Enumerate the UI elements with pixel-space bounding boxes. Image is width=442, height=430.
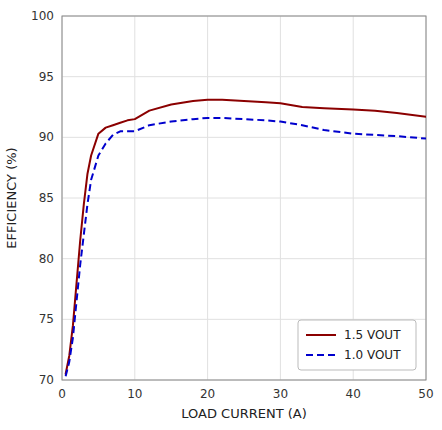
legend-swatch — [306, 354, 336, 356]
legend-label: 1.0 VOUT — [344, 348, 401, 362]
legend-label: 1.5 VOUT — [344, 328, 401, 342]
y-grid-line — [62, 76, 426, 77]
legend-swatch — [306, 334, 336, 336]
series-line — [66, 118, 426, 376]
y-grid-line — [62, 137, 426, 138]
x-tick-label: 50 — [418, 387, 433, 401]
y-tick-label: 85 — [39, 191, 54, 205]
y-tick-label: 90 — [39, 130, 54, 144]
x-axis-label: LOAD CURRENT (A) — [181, 406, 307, 421]
series-line — [66, 100, 426, 374]
x-tick-label: 10 — [127, 387, 142, 401]
x-tick-label: 30 — [273, 387, 288, 401]
y-tick-label: 95 — [39, 70, 54, 84]
y-grid-line — [62, 258, 426, 259]
legend: 1.5 VOUT 1.0 VOUT — [298, 320, 416, 370]
grid — [62, 16, 426, 380]
x-tick-label: 40 — [346, 387, 361, 401]
y-axis-label: EFFICIENCY (%) — [4, 147, 19, 248]
chart: 0 10 20 30 40 50 70 75 80 85 90 95 100 LOAD CURRENT (… — [0, 0, 442, 430]
plot-frame — [62, 16, 426, 380]
legend-box — [298, 320, 416, 370]
x-tick-label: 0 — [58, 387, 66, 401]
x-tick-label: 20 — [200, 387, 215, 401]
y-tick-label: 80 — [39, 252, 54, 266]
y-grid-line — [62, 198, 426, 199]
y-tick-label: 100 — [31, 9, 54, 23]
y-tick-label: 70 — [39, 373, 54, 387]
y-tick-label: 75 — [39, 312, 54, 326]
lines — [66, 100, 426, 377]
